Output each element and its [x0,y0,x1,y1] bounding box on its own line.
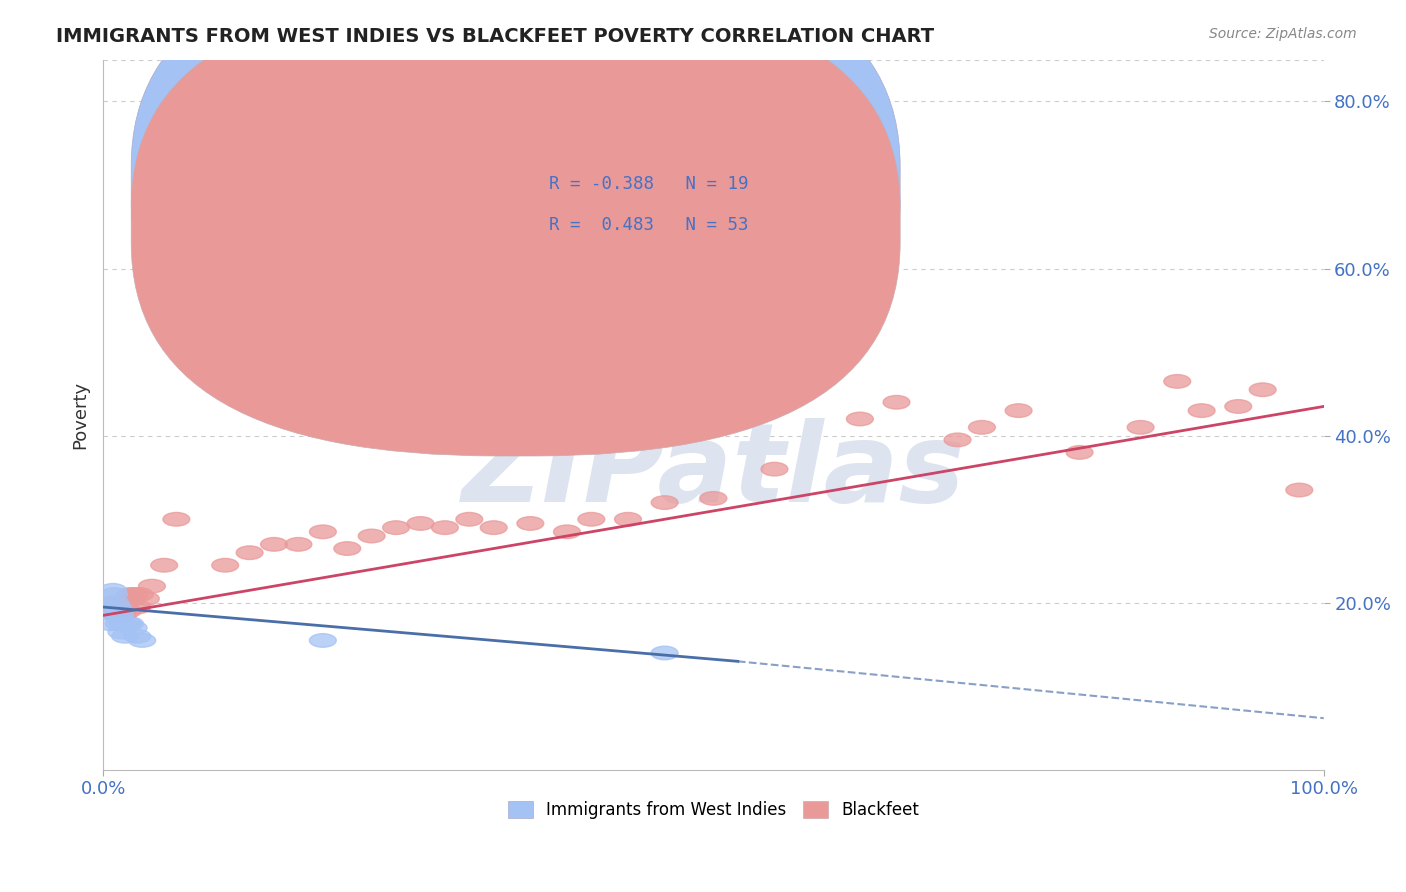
Ellipse shape [97,617,124,631]
Ellipse shape [1250,383,1277,397]
Ellipse shape [1164,375,1191,388]
Ellipse shape [110,617,136,631]
Ellipse shape [132,592,159,606]
Ellipse shape [651,496,678,509]
Ellipse shape [163,512,190,526]
Ellipse shape [1286,483,1313,497]
Ellipse shape [614,512,641,526]
Ellipse shape [114,617,141,631]
Ellipse shape [124,600,150,614]
Ellipse shape [94,600,121,614]
Ellipse shape [121,588,148,601]
Ellipse shape [187,362,214,376]
Ellipse shape [260,538,287,551]
Ellipse shape [117,617,143,631]
Ellipse shape [111,630,139,643]
Ellipse shape [105,617,132,631]
Ellipse shape [150,558,177,572]
Ellipse shape [1005,404,1032,417]
Ellipse shape [1225,400,1251,413]
Ellipse shape [456,512,482,526]
Ellipse shape [100,596,127,609]
Ellipse shape [700,491,727,505]
Text: IMMIGRANTS FROM WEST INDIES VS BLACKFEET POVERTY CORRELATION CHART: IMMIGRANTS FROM WEST INDIES VS BLACKFEET… [56,27,935,45]
Ellipse shape [359,529,385,543]
Ellipse shape [96,605,122,618]
Ellipse shape [578,512,605,526]
Ellipse shape [382,521,409,534]
Ellipse shape [114,605,141,618]
Ellipse shape [285,538,312,551]
Ellipse shape [100,583,127,597]
Ellipse shape [309,633,336,648]
Text: ZIPatlas: ZIPatlas [461,418,966,525]
FancyBboxPatch shape [463,137,799,248]
Ellipse shape [1188,404,1215,417]
FancyBboxPatch shape [131,0,900,456]
Ellipse shape [127,588,153,601]
Ellipse shape [969,420,995,434]
Ellipse shape [104,608,131,623]
Ellipse shape [481,521,508,534]
Ellipse shape [139,579,166,593]
Ellipse shape [408,516,434,530]
Ellipse shape [101,596,129,609]
Ellipse shape [124,630,150,643]
Ellipse shape [432,521,458,534]
Ellipse shape [309,525,336,539]
Ellipse shape [121,621,148,635]
Ellipse shape [101,605,129,618]
Ellipse shape [101,588,128,601]
Ellipse shape [104,600,131,614]
Ellipse shape [212,345,239,359]
Ellipse shape [1128,420,1154,434]
Ellipse shape [883,395,910,409]
Ellipse shape [846,412,873,425]
Y-axis label: Poverty: Poverty [72,381,89,449]
Text: Source: ZipAtlas.com: Source: ZipAtlas.com [1209,27,1357,41]
Ellipse shape [103,608,129,623]
Ellipse shape [111,600,139,614]
Ellipse shape [107,596,134,609]
Ellipse shape [187,169,214,184]
Ellipse shape [517,516,544,530]
Ellipse shape [1066,446,1092,459]
Ellipse shape [107,608,134,623]
FancyBboxPatch shape [131,0,900,415]
Ellipse shape [651,646,678,660]
Ellipse shape [108,625,135,639]
Ellipse shape [554,525,581,539]
Legend: Immigrants from West Indies, Blackfeet: Immigrants from West Indies, Blackfeet [501,794,925,826]
Ellipse shape [273,350,299,363]
Ellipse shape [129,633,156,648]
Ellipse shape [943,433,972,447]
Ellipse shape [120,592,146,606]
Ellipse shape [333,541,361,556]
Ellipse shape [110,608,136,623]
Ellipse shape [333,337,361,351]
Ellipse shape [236,546,263,559]
Ellipse shape [212,558,239,572]
Ellipse shape [761,462,787,476]
Text: R =  0.483   N = 53: R = 0.483 N = 53 [548,216,748,234]
Ellipse shape [117,588,143,601]
Text: R = -0.388   N = 19: R = -0.388 N = 19 [548,175,748,193]
